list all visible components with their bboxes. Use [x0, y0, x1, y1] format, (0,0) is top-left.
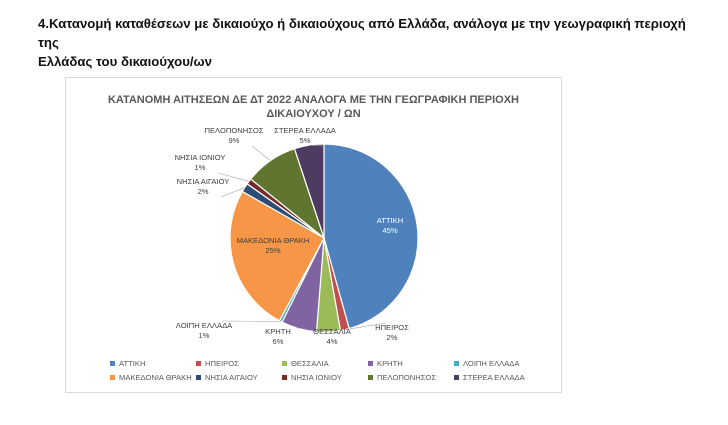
legend-label: ΛΟΙΠΗ ΕΛΛΑΔΑ — [463, 358, 520, 368]
legend-swatch — [368, 360, 373, 366]
leader-line-πελοπονησος — [251, 145, 271, 161]
legend-item-κρητη: ΚΡΗΤΗ — [368, 359, 454, 368]
legend-item-λοιπη-ελλαδα: ΛΟΙΠΗ ΕΛΛΑΔΑ — [454, 359, 540, 368]
legend-swatch — [196, 360, 201, 366]
data-label-αττικη: ΑΤΤΙΚΗ 45% — [377, 216, 403, 236]
legend-swatch — [454, 374, 459, 380]
data-label-λοιπη-ελλαδα: ΛΟΙΠΗ ΕΛΛΑΔΑ 1% — [176, 321, 232, 341]
data-label-percent: 6% — [272, 337, 284, 346]
data-label-category: ΣΤΕΡΕΑ ΕΛΛΑΔΑ — [274, 126, 336, 135]
pie-slice-στερεα-ελλαδα — [293, 143, 325, 239]
data-label-percent: 1% — [194, 163, 206, 172]
data-label-ηπειρος: ΗΠΕΙΡΟΣ 2% — [375, 323, 409, 343]
data-label-στερεα-ελλαδα: ΣΤΕΡΕΑ ΕΛΛΑΔΑ 5% — [274, 126, 336, 146]
legend-item-νησια-ιονιου: ΝΗΣΙΑ ΙΟΝΙΟΥ — [282, 373, 368, 382]
legend-label: ΝΗΣΙΑ ΑΙΓΑΙΟΥ — [205, 372, 258, 382]
chart-title-line-2: ΔΙΚΑΙΟΥΧΟΥ / ΩΝ — [266, 108, 361, 120]
data-label-percent: 5% — [299, 136, 311, 145]
legend-item-ηπειρος: ΗΠΕΙΡΟΣ — [196, 359, 282, 368]
legend-label: ΚΡΗΤΗ — [377, 358, 403, 368]
leader-line-νησια-ιονιου — [217, 172, 250, 182]
legend-label: ΠΕΛΟΠΟΝΗΣΟΣ — [377, 372, 437, 382]
legend-label: ΗΠΕΙΡΟΣ — [205, 358, 239, 368]
chart-title-line-1: ΚΑΤΑΝΟΜΗ ΑΙΤΗΣΕΩΝ ΔΕ ΔΤ 2022 ΑΝΑΛΟΓΑ ΜΕ … — [107, 94, 520, 106]
legend-swatch — [110, 360, 115, 366]
data-label-percent: 4% — [326, 337, 338, 346]
legend-item-θεσσαλια: ΘΕΣΣΑΛΙΑ — [282, 359, 368, 368]
legend-swatch — [110, 374, 115, 380]
leader-line-νησια-αιγαιου — [220, 187, 245, 198]
legend-swatch — [282, 360, 287, 366]
data-label-πελοπονησος: ΠΕΛΟΠΟΝΗΣΟΣ 9% — [204, 126, 263, 146]
data-label-percent: 9% — [228, 136, 240, 145]
chart-legend: ΑΤΤΙΚΗ ΗΠΕΙΡΟΣ ΘΕΣΣΑΛΙΑ ΚΡΗΤΗ ΛΟΙΠΗ ΕΛΛΑΔΑ ΜΑ… — [110, 356, 550, 384]
leader-line-θεσσαλια — [325, 326, 329, 333]
legend-row: ΜΑΚΕΔΟΝΙΑ ΘΡΑΚΗ ΝΗΣΙΑ ΑΙΓΑΙΟΥ ΝΗΣΙΑ ΙΟΝΙΟΥ… — [110, 370, 550, 384]
legend-swatch — [454, 360, 459, 366]
chart-title: ΚΑΤΑΝΟΜΗ ΑΙΤΗΣΕΩΝ ΔΕ ΔΤ 2022 ΑΝΑΛΟΓΑ ΜΕ … — [66, 93, 561, 121]
data-label-νησια-αιγαιου: ΝΗΣΙΑ ΑΙΓΑΙΟΥ 2% — [177, 177, 230, 197]
data-label-category: ΝΗΣΙΑ ΑΙΓΑΙΟΥ — [176, 177, 230, 186]
legend-label: ΘΕΣΣΑΛΙΑ — [291, 358, 329, 368]
legend-label: ΣΤΕΡΕΑ ΕΛΛΑΔΑ — [463, 372, 525, 382]
leader-line-κρητη — [295, 326, 299, 329]
data-label-category: ΜΑΚΕΔΟΝΙΑ ΘΡΑΚΗ — [236, 236, 310, 245]
legend-label: ΝΗΣΙΑ ΙΟΝΙΟΥ — [291, 372, 342, 382]
legend-swatch — [196, 374, 201, 380]
legend-item-μακεδονια-θρακη: ΜΑΚΕΔΟΝΙΑ ΘΡΑΚΗ — [110, 373, 196, 382]
legend-item-αττικη: ΑΤΤΙΚΗ — [110, 359, 196, 368]
data-label-category: ΛΟΙΠΗ ΕΛΛΑΔΑ — [175, 321, 233, 330]
data-label-category: ΘΕΣΣΑΛΙΑ — [313, 327, 351, 336]
data-label-percent: 45% — [382, 226, 398, 235]
document-heading: 4.Κατανομή καταθέσεων με δικαιούχο ή δικ… — [38, 14, 708, 71]
leader-line-ηπειρος — [344, 322, 387, 330]
legend-swatch — [368, 374, 373, 380]
leader-line-στερεα-ελλαδα — [309, 144, 324, 147]
data-label-νησια-ιονιου: ΝΗΣΙΑ ΙΟΝΙΟΥ 1% — [175, 153, 226, 173]
legend-row: ΑΤΤΙΚΗ ΗΠΕΙΡΟΣ ΘΕΣΣΑΛΙΑ ΚΡΗΤΗ ΛΟΙΠΗ ΕΛΛΑΔΑ — [110, 356, 550, 370]
data-label-μακεδονια-θρακη: ΜΑΚΕΔΟΝΙΑ ΘΡΑΚΗ 25% — [237, 236, 310, 256]
data-label-κρητη: ΚΡΗΤΗ 6% — [265, 327, 291, 347]
legend-swatch — [282, 374, 287, 380]
heading-line-1: 4.Κατανομή καταθέσεων με δικαιούχο ή δικ… — [38, 16, 686, 50]
data-label-category: ΑΤΤΙΚΗ — [376, 216, 404, 225]
data-label-θεσσαλια: ΘΕΣΣΑΛΙΑ 4% — [313, 327, 351, 347]
legend-item-στερεα-ελλαδα: ΣΤΕΡΕΑ ΕΛΛΑΔΑ — [454, 373, 540, 382]
pie-slice-μακεδονια-θρακη — [229, 190, 325, 322]
data-label-category: ΝΗΣΙΑ ΙΟΝΙΟΥ — [174, 153, 226, 162]
legend-item-νησια-αιγαιου: ΝΗΣΙΑ ΑΙΓΑΙΟΥ — [196, 373, 282, 382]
data-label-percent: 2% — [197, 187, 209, 196]
pie-slice-αττικη — [323, 143, 419, 330]
data-label-percent: 1% — [198, 331, 210, 340]
legend-item-πελοπονησος: ΠΕΛΟΠΟΝΗΣΟΣ — [368, 373, 454, 382]
data-label-percent: 2% — [386, 333, 398, 342]
legend-label: ΑΤΤΙΚΗ — [119, 358, 146, 368]
data-label-category: ΚΡΗΤΗ — [265, 327, 291, 336]
pie-plot-area — [217, 143, 419, 333]
data-label-category: ΠΕΛΟΠΟΝΗΣΟΣ — [204, 126, 264, 135]
data-label-percent: 25% — [265, 246, 281, 255]
legend-label: ΜΑΚΕΔΟΝΙΑ ΘΡΑΚΗ — [119, 372, 192, 382]
pie-chart: ΚΑΤΑΝΟΜΗ ΑΙΤΗΣΕΩΝ ΔΕ ΔΤ 2022 ΑΝΑΛΟΓΑ ΜΕ … — [65, 77, 562, 393]
heading-line-2: Ελλάδας του δικαιούχου/ων — [38, 54, 213, 69]
data-label-category: ΗΠΕΙΡΟΣ — [375, 323, 409, 332]
